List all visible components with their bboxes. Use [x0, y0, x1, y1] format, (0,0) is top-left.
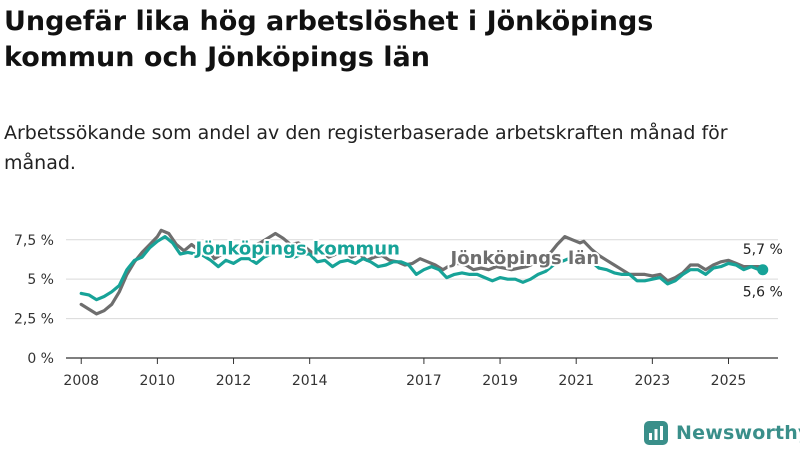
y-tick-label: 2,5 %	[14, 312, 54, 328]
grid-lines	[66, 239, 778, 359]
series-end-dot	[757, 264, 769, 276]
x-axis: 2008 2010 2012 2014 2017 2019 2021 2023 2025	[63, 358, 746, 389]
series-label-lan: Jönköpings län	[449, 248, 600, 269]
chart-title: Ungefär lika hög arbetslöshet i Jönköpin…	[4, 6, 654, 73]
series-line-kommun	[79, 235, 765, 302]
brand-name: Newsworthy	[676, 422, 800, 444]
end-label-lan: 5,7 %	[743, 242, 783, 258]
x-tick-label: 2025	[711, 373, 747, 389]
chart-subtitle: Arbetssökande som andel av den registerb…	[4, 122, 728, 174]
x-tick-label: 2014	[292, 373, 328, 389]
x-tick-label: 2023	[635, 373, 671, 389]
x-tick-label: 2017	[406, 373, 442, 389]
end-label-kommun: 5,6 %	[743, 285, 783, 301]
newsworthy-logo-icon	[644, 421, 668, 445]
brand: Newsworthy	[644, 420, 800, 446]
x-tick-label: 2010	[140, 373, 176, 389]
y-tick-label: 7,5 %	[14, 233, 54, 249]
x-tick-label: 2012	[216, 373, 252, 389]
x-tick-label: 2019	[482, 373, 518, 389]
series-label-kommun: Jönköpings kommun	[193, 239, 399, 260]
series-line-lan	[79, 228, 765, 316]
series-labels: 5,7 % 5,6 % Jönköpings kommun Jönköpings lä…	[191, 237, 783, 301]
y-axis: 0 % 2,5 % 5 % 7,5 %	[14, 233, 54, 367]
x-tick-label: 2008	[63, 373, 99, 389]
x-tick-label: 2021	[558, 373, 594, 389]
y-tick-label: 5 %	[27, 272, 54, 288]
y-tick-label: 0 %	[27, 351, 54, 367]
series-lines	[79, 228, 769, 316]
